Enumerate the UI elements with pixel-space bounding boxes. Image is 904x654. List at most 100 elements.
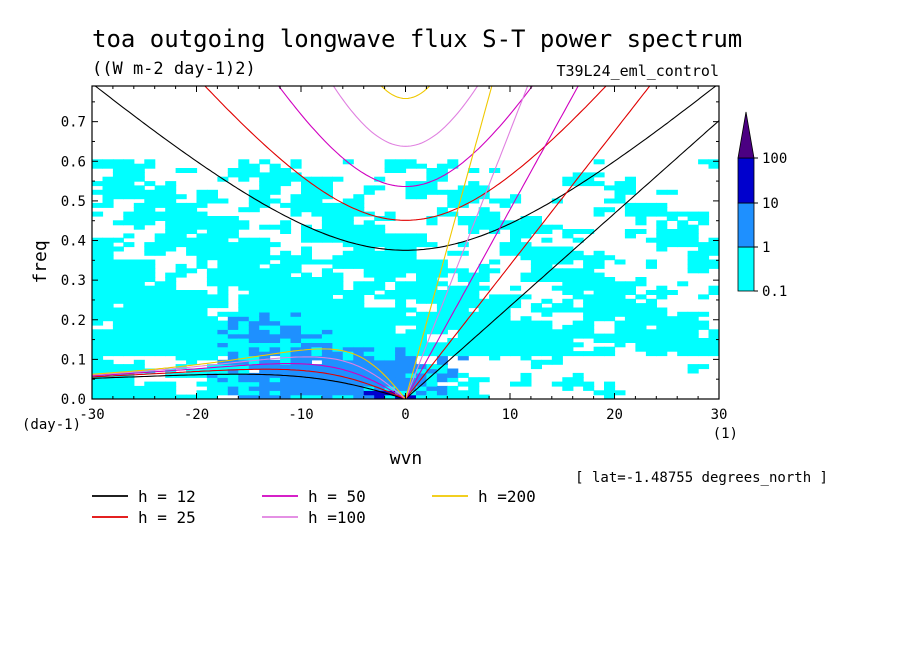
spectrum-cell [342,198,354,204]
spectrum-cell [196,346,208,352]
spectrum-cell [342,294,354,300]
spectrum-cell [238,324,250,330]
spectrum-cell [123,320,135,326]
spectrum-cell [123,233,135,239]
spectrum-cell [436,372,448,378]
spectrum-cell [112,163,124,169]
spectrum-cell [426,364,438,370]
spectrum-cell [562,176,574,182]
spectrum-cell [165,185,177,191]
spectrum-cell [280,338,292,343]
spectrum-cell [301,198,312,204]
spectrum-cell [447,342,459,348]
spectrum-cell [112,189,124,195]
spectrum-cell [206,281,218,287]
spectrum-cell [520,351,532,357]
spectrum-cell [562,307,574,313]
spectrum-cell [447,368,459,374]
colorbar-label: 1 [762,240,770,256]
spectrum-cell [499,246,511,252]
spectrum-cell [583,294,595,300]
spectrum-cell [165,220,177,226]
spectrum-cell [144,390,156,396]
spectrum-cell [614,324,626,330]
spectrum-cell [144,242,156,248]
spectrum-cell [321,233,333,239]
spectrum-cell [583,307,595,313]
spectrum-cell [196,202,208,208]
spectrum-cell [436,355,448,361]
spectrum-cell [468,385,480,391]
spectrum-cell [154,303,166,309]
spectrum-cell [144,220,156,226]
spectrum-cell [353,307,365,313]
spectrum-cell [583,333,595,339]
spectrum-cell [489,298,501,304]
spectrum-cell [133,207,145,213]
spectrum-cell [259,159,271,165]
spectrum-cell [687,320,699,326]
spectrum-cell [280,294,292,300]
spectrum-cell [457,285,469,291]
spectrum-cell [436,320,448,326]
spectrum-cell [416,185,427,191]
spectrum-cell [666,329,678,335]
spectrum-cell [395,368,407,374]
spectrum-cell [395,255,407,261]
spectrum-cell [269,242,281,248]
spectrum-cell [144,298,156,304]
spectrum-cell [405,233,417,239]
spectrum-cell [395,333,407,339]
spectrum-cell [426,285,438,291]
spectrum-cell [154,342,166,348]
spectrum-cell [206,338,218,343]
spectrum-cell [269,320,281,326]
spectrum-cell [186,229,198,234]
spectrum-cell [405,368,417,374]
spectrum-cell [405,372,417,378]
spectrum-cell [102,281,114,287]
spectrum-cell [395,285,407,291]
spectrum-cell [520,277,532,282]
spectrum-cell [457,338,469,343]
spectrum-cell [384,368,396,374]
spectrum-cell [687,250,699,256]
legend-label: h = 50 [308,487,366,506]
spectrum-cell [290,355,302,361]
spectrum-cell [604,311,616,317]
spectrum-cell [175,333,187,339]
spectrum-cell [363,372,375,378]
spectrum-cell [196,250,208,256]
spectrum-cell [280,307,292,313]
spectrum-cell [572,272,584,278]
spectrum-cell [206,342,218,348]
spectrum-cell [248,307,260,313]
spectrum-cell [363,290,375,295]
spectrum-cell [384,290,396,295]
spectrum-cell [499,342,511,348]
x-tick-label: -10 [288,407,313,423]
spectrum-cell [186,329,198,335]
spectrum-cell [436,272,448,278]
spectrum-cell [551,342,563,348]
spectrum-cell [468,320,480,326]
spectrum-cell [248,333,260,339]
spectrum-cell [635,333,647,339]
spectrum-cell [624,338,636,343]
spectrum-cell [395,268,407,274]
spectrum-cell [112,342,124,348]
spectrum-cell [499,338,511,343]
spectrum-cell [489,320,501,326]
spectrum-cell [416,237,427,243]
spectrum-cell [342,372,354,378]
spectrum-cell [175,329,187,335]
spectrum-cell [645,311,657,317]
spectrum-cell [144,324,156,330]
spectrum-cell [489,220,501,226]
spectrum-cell [342,316,354,322]
spectrum-cell [363,263,375,269]
spectrum-cell [604,298,616,304]
spectrum-cell [248,168,260,173]
spectrum-cell [311,385,323,391]
spectrum-cell [154,185,166,191]
